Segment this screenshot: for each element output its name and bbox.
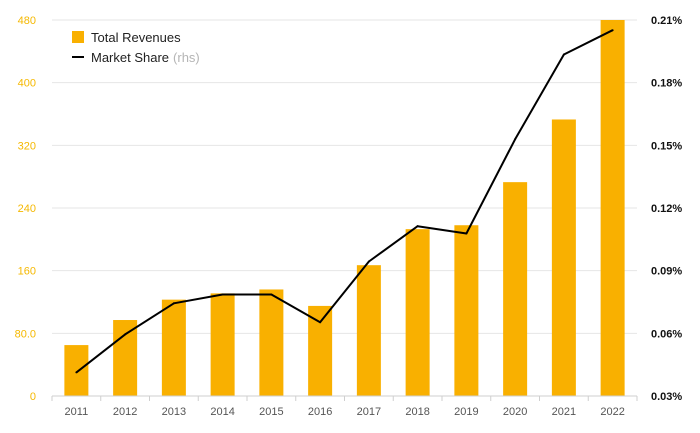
y-right-tick-label: 0.06% — [651, 328, 682, 340]
x-tick-label: 2017 — [357, 406, 381, 418]
y-right-tick-label: 0.18% — [651, 78, 682, 90]
market-share-point-2012 — [124, 333, 127, 336]
x-tick-label: 2011 — [65, 406, 89, 418]
x-tick-label: 2014 — [210, 406, 234, 418]
legend-label-market-share: Market Share — [91, 49, 170, 65]
market-share-point-2022 — [611, 29, 614, 32]
y-left-tick-label: 80.0 — [15, 328, 36, 340]
market-share-line — [75, 29, 614, 374]
legend-label-rhs: (rhs) — [173, 49, 200, 65]
market-share-point-2021 — [562, 53, 565, 56]
market-share-point-2019 — [465, 232, 468, 235]
x-tick-label: 2016 — [308, 406, 332, 418]
bar-2011 — [64, 345, 89, 396]
market-share-point-2017 — [367, 260, 370, 263]
legend-item-total-revenues: Total Revenues — [72, 27, 200, 47]
market-share-point-2020 — [514, 138, 517, 141]
market-share-point-2016 — [319, 321, 322, 324]
market-share-point-2011 — [75, 371, 78, 374]
x-tick-label: 2013 — [162, 406, 186, 418]
y-right-tick-label: 0.03% — [651, 391, 682, 403]
legend-bar-swatch — [72, 31, 84, 43]
bar-2017 — [356, 265, 381, 396]
y-left-tick-label: 0 — [30, 391, 36, 403]
y-left-tick-label: 240 — [18, 203, 36, 215]
y-right-tick-label: 0.09% — [651, 266, 682, 278]
y-right-tick-label: 0.12% — [651, 203, 682, 215]
bar-2022 — [600, 20, 625, 396]
bar-2015 — [259, 289, 284, 396]
market-share-point-2014 — [221, 293, 224, 296]
market-share-point-2015 — [270, 293, 273, 296]
legend-line-swatch — [72, 56, 84, 58]
market-share-point-2013 — [172, 302, 175, 305]
y-left-tick-label: 160 — [18, 266, 36, 278]
x-tick-label: 2019 — [454, 406, 478, 418]
x-tick-label: 2021 — [552, 406, 576, 418]
bar-2019 — [454, 225, 479, 396]
y-left-tick-label: 320 — [18, 140, 36, 152]
legend-item-market-share: Market Share (rhs) — [72, 47, 200, 67]
bar-2021 — [551, 119, 576, 396]
bar-2020 — [503, 182, 528, 396]
bar-2016 — [308, 305, 333, 396]
bar-2018 — [405, 229, 430, 396]
y-left-tick-label: 400 — [18, 78, 36, 90]
bar-2014 — [210, 293, 235, 396]
x-tick-label: 2022 — [600, 406, 624, 418]
y-right-tick-label: 0.15% — [651, 140, 682, 152]
y-left-tick-label: 480 — [18, 15, 36, 27]
x-tick-label: 2018 — [405, 406, 429, 418]
x-tick-label: 2012 — [113, 406, 137, 418]
market-share-point-2018 — [416, 225, 419, 228]
legend: Total Revenues Market Share (rhs) — [72, 27, 200, 67]
y-right-tick-label: 0.21% — [651, 15, 682, 27]
legend-label-total-revenues: Total Revenues — [91, 29, 181, 45]
x-tick-label: 2015 — [259, 406, 283, 418]
bar-2012 — [113, 320, 138, 396]
x-tick-label: 2020 — [503, 406, 527, 418]
bar-2013 — [161, 299, 186, 396]
